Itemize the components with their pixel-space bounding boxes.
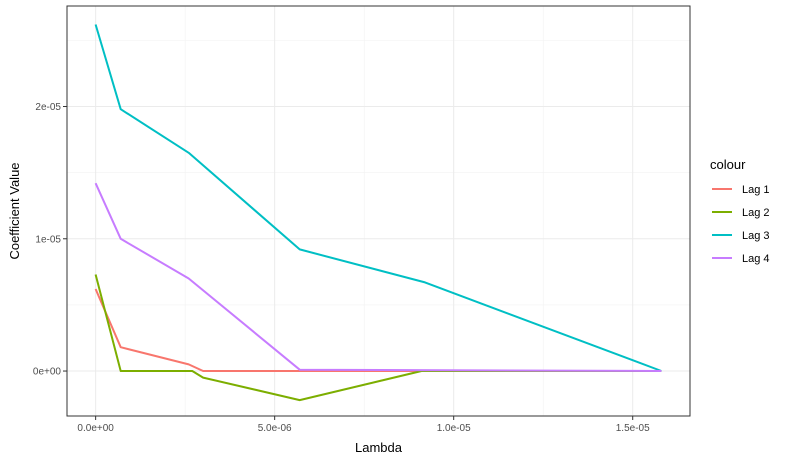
x-tick-label: 1.0e-05 [437,423,471,434]
y-tick-label: 2e-05 [35,102,61,113]
x-tick-label: 1.5e-05 [616,423,650,434]
legend-label: Lag 2 [742,207,770,219]
x-tick-label: 5.0e-06 [258,423,292,434]
legend-label: Lag 4 [742,253,770,265]
x-tick-label: 0.0e+00 [77,423,114,434]
legend-title: colour [710,157,746,172]
legend: colour Lag 1 Lag 2 Lag 3 Lag 4 [710,157,770,265]
y-axis: 0e+00 1e-05 2e-05 [33,102,67,378]
legend-label: Lag 3 [742,230,770,242]
y-tick-label: 0e+00 [33,367,62,378]
y-axis-title: Coefficient Value [7,162,22,259]
x-axis: 0.0e+00 5.0e-06 1.0e-05 1.5e-05 [77,416,650,434]
legend-label: Lag 1 [742,184,770,196]
series-line-lag-3 [94,24,662,372]
plot-border [66,5,691,417]
series-lines [94,24,662,402]
series-line-lag-1 [94,288,662,372]
x-axis-title: Lambda [355,440,403,455]
y-tick-label: 1e-05 [35,234,61,245]
series-line-lag-4 [94,182,662,372]
plot-background [67,6,690,416]
